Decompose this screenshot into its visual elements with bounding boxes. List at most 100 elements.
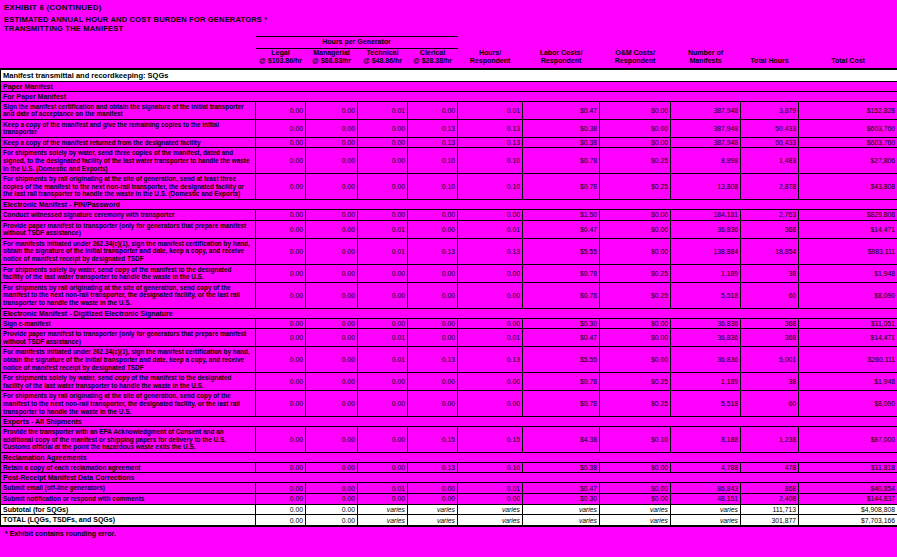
data-cell: 0.00 <box>256 494 306 505</box>
data-cell: 111,713 <box>741 504 799 515</box>
data-cell: $0.00 <box>600 220 671 238</box>
data-cell: $4.38 <box>523 427 600 453</box>
data-cell: 0.00 <box>408 391 458 417</box>
section-header-row: Exports - All Shipments <box>1 417 897 427</box>
data-cell: 0.00 <box>256 148 306 174</box>
data-cell: 0.01 <box>358 483 408 494</box>
data-cell: 0.15 <box>408 427 458 453</box>
data-cell: 0.00 <box>458 318 523 329</box>
data-cell: 38 <box>741 264 799 282</box>
table-row: For shipments by rail originating at the… <box>1 391 897 417</box>
data-cell: $0.25 <box>600 174 671 200</box>
data-cell: 0.00 <box>256 101 306 119</box>
table-row: Conduct witnessed signature ceremony wit… <box>1 210 897 221</box>
data-cell: $1.50 <box>523 210 600 221</box>
data-cell: 0.00 <box>306 483 358 494</box>
data-cell: 0.13 <box>458 137 523 148</box>
table-row: For manifests initiated under 262.34(c)(… <box>1 238 897 264</box>
row-description: For shipments by rail originating at the… <box>1 391 256 417</box>
data-cell: 86,843 <box>671 483 741 494</box>
data-cell: 0.00 <box>408 210 458 221</box>
data-cell: $260,111 <box>799 347 897 373</box>
data-cell: 0.00 <box>256 483 306 494</box>
data-cell: 13,808 <box>671 174 741 200</box>
data-cell: $14,471 <box>799 220 897 238</box>
data-cell: varies <box>408 504 458 515</box>
data-cell: 184,181 <box>671 210 741 221</box>
data-cell: $8,090 <box>799 391 897 417</box>
data-cell: 0.00 <box>408 220 458 238</box>
data-cell: $0.38 <box>523 119 600 137</box>
data-cell: 0.00 <box>358 318 408 329</box>
data-cell: $0.38 <box>523 462 600 473</box>
data-cell: $27,806 <box>799 148 897 174</box>
table-row: Provide paper manifest to transporter (o… <box>1 329 897 347</box>
data-cell: $0.00 <box>600 101 671 119</box>
data-cell: 0.00 <box>358 174 408 200</box>
data-cell: $87,000 <box>799 427 897 453</box>
data-cell: $603,760 <box>799 119 897 137</box>
data-cell: 0.00 <box>306 148 358 174</box>
data-cell: 0.00 <box>306 347 358 373</box>
column-header-managerial: Managerial@ $86.83/hr <box>306 48 358 69</box>
data-cell: $0.00 <box>600 483 671 494</box>
data-cell: 38 <box>741 373 799 391</box>
data-cell: 2,763 <box>741 210 799 221</box>
section-header-row: For Paper Manifest <box>1 91 897 101</box>
data-cell: $0.00 <box>600 494 671 505</box>
data-cell: $0.25 <box>600 282 671 308</box>
data-cell: 0.00 <box>306 494 358 505</box>
data-cell: $0.78 <box>523 391 600 417</box>
data-cell: 36,836 <box>671 347 741 373</box>
section-header-row: Electronic Manifest - Digitized Electron… <box>1 308 897 318</box>
data-cell: 0.00 <box>408 329 458 347</box>
data-cell: 0.00 <box>306 391 358 417</box>
data-cell: 36,836 <box>671 329 741 347</box>
data-cell: 0.00 <box>458 391 523 417</box>
data-cell: 0.00 <box>306 238 358 264</box>
column-header-technical: Technical@ $48.86/hr <box>358 48 408 69</box>
data-cell: 0.01 <box>458 101 523 119</box>
data-cell: 0.13 <box>408 119 458 137</box>
data-cell: $5.55 <box>523 238 600 264</box>
data-cell: $14,471 <box>799 329 897 347</box>
data-cell: 387,948 <box>671 101 741 119</box>
table-row: Keep a copy of the manifest and give the… <box>1 119 897 137</box>
row-description: For shipments solely by water, send thre… <box>1 148 256 174</box>
column-header-row: Legal@ $103.86/hr Managerial@ $86.83/hr … <box>1 48 897 69</box>
row-description: Submit email (off-line generators) <box>1 483 256 494</box>
data-cell: 0.00 <box>306 515 358 526</box>
data-cell: 0.00 <box>458 373 523 391</box>
data-cell: $0.00 <box>600 462 671 473</box>
data-cell: 0.00 <box>256 462 306 473</box>
data-cell: 478 <box>741 462 799 473</box>
data-cell: varies <box>671 515 741 526</box>
table-row: Provide paper manifest to transporter (o… <box>1 220 897 238</box>
data-cell: 0.00 <box>256 119 306 137</box>
row-description: For manifests initiated under 262.34(c)(… <box>1 347 256 373</box>
data-cell: $0.78 <box>523 282 600 308</box>
data-cell: 0.00 <box>306 137 358 148</box>
section-label: For Paper Manifest <box>1 91 897 101</box>
exhibit-title-line-1: ESTIMATED ANNUAL HOUR AND COST BURDEN FO… <box>4 15 897 24</box>
section-label: Electronic Manifest - PIN/Password <box>1 200 897 210</box>
data-cell: $0.10 <box>600 427 671 453</box>
column-header-labor-costs-per-respondent: Labor Costs/Respondent <box>523 48 600 69</box>
data-cell: 0.00 <box>256 220 306 238</box>
data-cell: $5.55 <box>523 347 600 373</box>
data-cell: 2,408 <box>741 494 799 505</box>
data-cell: 0.00 <box>256 373 306 391</box>
data-cell: 0.10 <box>458 174 523 200</box>
data-cell: $1,948 <box>799 373 897 391</box>
data-cell: 36,836 <box>671 318 741 329</box>
spacer-cell <box>1 37 256 49</box>
section-header-row: Paper Manifest <box>1 81 897 91</box>
data-cell: varies <box>600 515 671 526</box>
data-cell: 0.00 <box>306 119 358 137</box>
row-description: Sign the manifest certification and obta… <box>1 101 256 119</box>
data-cell: 0.00 <box>256 174 306 200</box>
column-header-total-cost: Total Cost <box>799 48 897 69</box>
data-cell: 0.00 <box>306 462 358 473</box>
row-description: Retain a copy of each reclamation agreem… <box>1 462 256 473</box>
data-cell: $0.47 <box>523 220 600 238</box>
